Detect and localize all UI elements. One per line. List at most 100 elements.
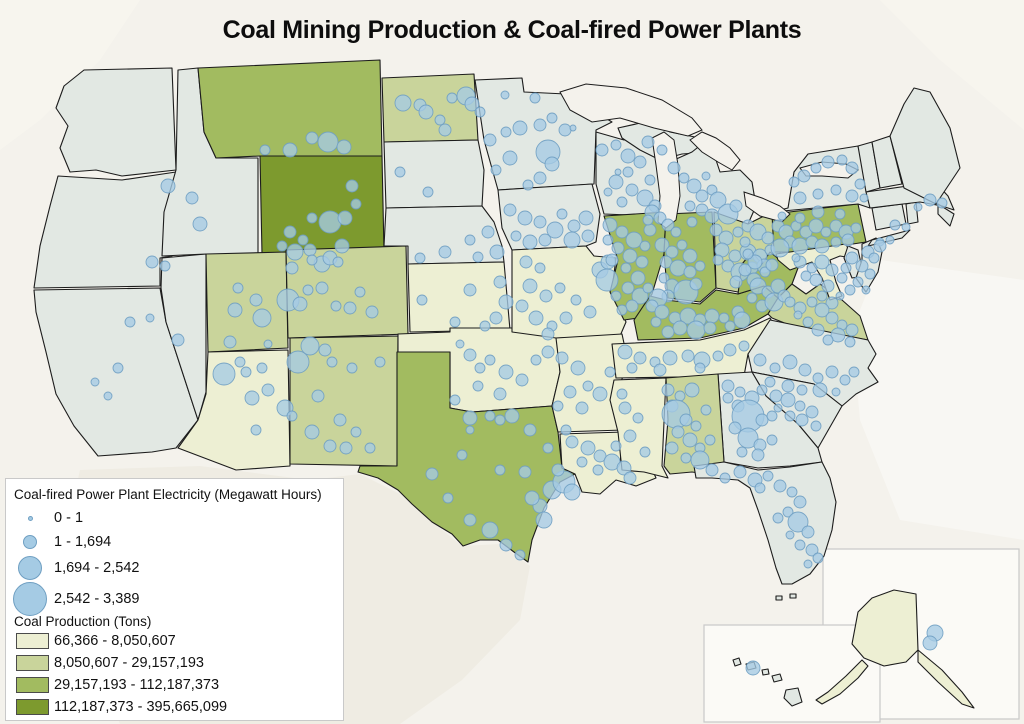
plant-legend-label: 1,694 - 2,542 <box>54 560 140 576</box>
state-ME <box>889 87 961 205</box>
power-plant-circle <box>742 248 754 260</box>
power-plant-circle <box>617 344 633 360</box>
power-plant-circle <box>682 248 698 264</box>
power-plant-circle <box>635 255 649 269</box>
power-plant-circle <box>782 506 794 518</box>
power-plant-circle <box>913 202 923 212</box>
power-plant-circle <box>753 353 767 367</box>
power-plant-circle <box>602 234 614 246</box>
power-plant-circle <box>633 155 647 169</box>
state-CT <box>871 203 907 231</box>
state-SD <box>383 139 485 209</box>
power-plant-circle <box>616 388 628 400</box>
power-plant-circle <box>814 254 830 270</box>
power-plant-circle <box>665 245 679 259</box>
power-plant-circle <box>286 410 298 422</box>
power-plant-circle <box>812 382 828 398</box>
power-plant-circle <box>474 362 486 374</box>
state-OR <box>33 171 177 289</box>
power-plant-circle <box>616 304 628 316</box>
power-plant-circle <box>788 176 800 188</box>
power-plant-circle <box>811 205 825 219</box>
power-plant-circle <box>303 243 317 257</box>
power-plant-circle <box>622 166 634 178</box>
power-plant-circle <box>821 279 835 293</box>
power-plant-circle <box>835 291 845 301</box>
power-plant-circle <box>616 460 632 476</box>
power-plant-circle <box>722 392 734 404</box>
power-plant-circle <box>732 226 744 238</box>
power-plant-circle <box>794 400 806 412</box>
power-plant-circle <box>339 441 353 455</box>
power-plant-circle <box>394 94 412 112</box>
production-legend-label: 66,366 - 8,050,607 <box>54 633 176 649</box>
power-plant-circle <box>534 262 546 274</box>
power-plant-circle <box>510 230 522 242</box>
power-plant-circle <box>504 408 520 424</box>
power-plant-circle <box>784 410 796 422</box>
power-plant-circle <box>455 339 465 349</box>
power-plant-circle <box>533 118 547 132</box>
power-plant-circle <box>803 559 813 569</box>
power-plant-circle <box>659 255 673 269</box>
power-plant-circle <box>721 379 735 393</box>
power-plant-circle <box>825 263 839 277</box>
power-plant-circle <box>515 299 529 313</box>
plant-legend-label: 0 - 1 <box>54 510 84 526</box>
great-lake <box>559 83 703 137</box>
power-plant-circle <box>704 208 720 224</box>
power-plant-circle <box>630 270 646 286</box>
power-plant-circle <box>811 323 825 337</box>
power-plant-circle <box>812 372 824 384</box>
power-plant-circle <box>414 252 426 264</box>
state-HI <box>783 687 803 707</box>
power-plant-circle <box>484 354 496 366</box>
power-plant-circle <box>729 275 743 289</box>
power-plant-circle <box>541 327 555 341</box>
power-plant-circle <box>528 310 544 326</box>
power-plant-circle <box>483 133 497 147</box>
power-plant-circle <box>602 217 618 233</box>
power-plant-circle <box>751 448 765 462</box>
power-plant-circle <box>462 410 478 426</box>
power-plant-circle <box>644 174 656 186</box>
power-plant-circle <box>546 221 564 239</box>
power-plant-circle <box>524 490 540 506</box>
power-plant-circle <box>305 131 319 145</box>
power-plant-circle <box>825 296 839 310</box>
power-plant-circle <box>844 336 856 348</box>
power-plant-circle <box>705 463 719 477</box>
power-plant-circle <box>641 135 655 149</box>
power-plant-circle <box>791 253 801 263</box>
power-plant-circle <box>334 238 350 254</box>
power-plant-circle <box>615 225 629 239</box>
power-plant-circle <box>463 513 477 527</box>
power-plant-circle <box>318 210 342 234</box>
power-plant-circle <box>770 238 790 258</box>
power-plant-circle <box>734 386 746 398</box>
power-plant-circle <box>604 366 616 378</box>
power-plant-circle <box>642 282 654 294</box>
power-plant-circle <box>300 336 320 356</box>
power-plant-circle <box>578 210 594 226</box>
power-plant-circle <box>738 263 752 277</box>
power-plant-circle <box>364 442 376 454</box>
power-plant-circle <box>558 123 572 137</box>
power-plant-circle <box>825 311 839 325</box>
power-plant-circle <box>669 259 687 277</box>
power-plant-circle <box>683 265 697 279</box>
power-plant-circle <box>551 463 565 477</box>
power-plant-circle <box>810 162 822 174</box>
power-plant-circle <box>936 197 948 209</box>
power-plant-circle <box>263 339 273 349</box>
power-plant-circle <box>848 366 860 378</box>
power-plant-circle <box>580 440 596 456</box>
power-plant-circle <box>625 299 639 313</box>
power-plant-circle <box>160 178 176 194</box>
plant-size-symbol <box>13 582 47 616</box>
power-plant-circle <box>522 278 538 294</box>
power-plant-circle <box>718 312 730 324</box>
power-plant-circle <box>795 413 809 427</box>
power-plant-circle <box>472 380 484 392</box>
power-plant-circle <box>625 183 639 197</box>
